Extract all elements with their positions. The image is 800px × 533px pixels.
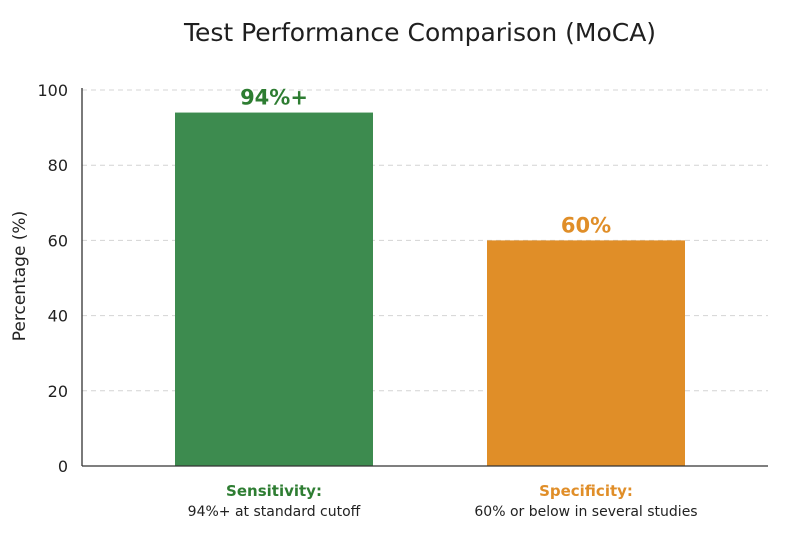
y-tick-label: 60	[48, 231, 68, 250]
bar-sensitivity	[175, 112, 373, 466]
y-tick-label: 20	[48, 382, 68, 401]
y-tick-label: 80	[48, 156, 68, 175]
bars	[175, 112, 685, 466]
x-category-note: 60% or below in several studies	[474, 504, 697, 520]
bar-specificity	[487, 240, 685, 466]
y-tick-label: 100	[37, 81, 68, 100]
y-axis-ticks: 0 20 40 60 80 100	[37, 81, 68, 476]
y-axis-title: Percentage (%)	[10, 211, 30, 341]
bar-value-label: 94%+	[240, 86, 308, 110]
chart-title: Test Performance Comparison (MoCA)	[183, 18, 656, 47]
data-labels: 94%+ 60%	[240, 86, 611, 238]
bar-value-label: 60%	[561, 213, 611, 237]
x-category-label: Sensitivity:	[226, 482, 322, 500]
y-tick-label: 0	[58, 457, 68, 476]
x-category-note: 94%+ at standard cutoff	[188, 504, 361, 520]
x-axis-categories: Sensitivity: 94%+ at standard cutoff Speci…	[188, 482, 698, 520]
y-tick-label: 40	[48, 307, 68, 326]
x-category-label: Specificity:	[539, 482, 633, 500]
